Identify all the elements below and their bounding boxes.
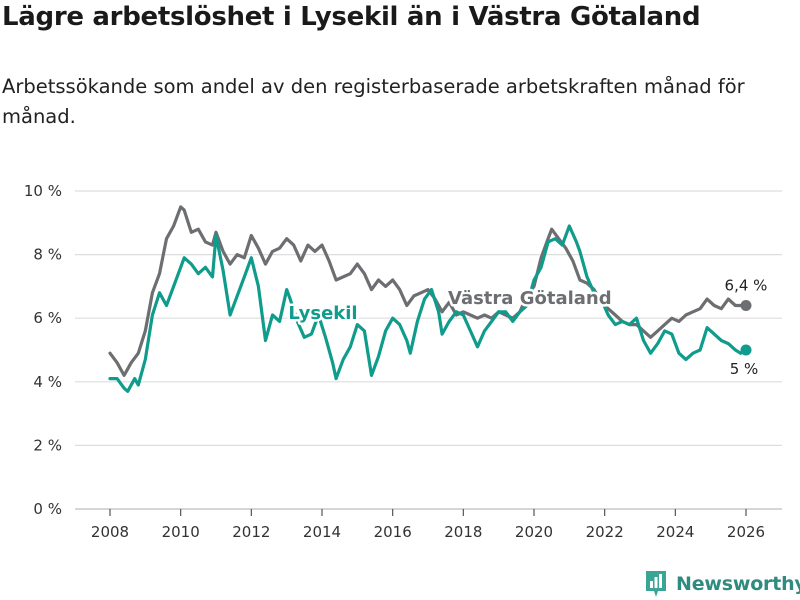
end-label-vastra-gotaland: 6,4 % <box>725 276 768 294</box>
x-tick-label: 2020 <box>515 523 553 541</box>
x-tick-label: 2010 <box>162 523 200 541</box>
series-end-marker-lysekil <box>740 344 752 356</box>
x-tick-label: 2018 <box>444 523 482 541</box>
y-tick-label: 10 % <box>24 182 62 200</box>
series-label-vastra-gotaland-halo: Västra Götaland <box>448 288 612 309</box>
x-tick-label: 2022 <box>586 523 624 541</box>
x-tick-label: 2012 <box>232 523 270 541</box>
end-label-lysekil: 5 % <box>730 360 759 378</box>
chart-title: Lägre arbetslöshet i Lysekil än i Västra… <box>2 2 701 32</box>
x-tick-label: 2016 <box>374 523 412 541</box>
chart-subtitle: Arbetssökande som andel av den registerb… <box>2 75 745 128</box>
newsworthy-logo-icon <box>646 571 666 597</box>
series-label-vastra-gotaland: Västra Götaland <box>448 288 612 309</box>
x-tick-label: 2026 <box>727 523 765 541</box>
y-tick-label: 4 % <box>33 373 62 391</box>
newsworthy-logo: Newsworthy <box>644 568 800 600</box>
y-tick-label: 0 % <box>33 500 62 518</box>
series-label-lysekil: Lysekil <box>288 303 357 324</box>
series-label-lysekil-halo: Lysekil <box>288 303 357 324</box>
x-tick-label: 2014 <box>303 523 341 541</box>
y-tick-label: 2 % <box>33 436 62 454</box>
x-tick-label: 2024 <box>656 523 694 541</box>
x-tick-label: 2008 <box>91 523 129 541</box>
series-line-lysekil <box>108 224 748 393</box>
y-tick-label: 8 % <box>33 246 62 264</box>
newsworthy-logo-text: Newsworthy <box>676 573 800 595</box>
series-end-marker-v-stra-g-taland <box>740 299 752 311</box>
y-tick-label: 6 % <box>33 309 62 327</box>
